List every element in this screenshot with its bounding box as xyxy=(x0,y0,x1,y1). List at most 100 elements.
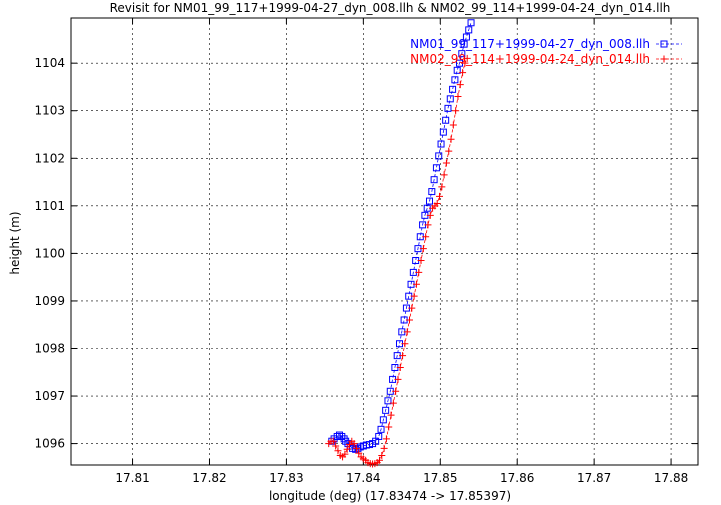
y-tick-label: 1104 xyxy=(34,56,65,70)
y-tick-label: 1097 xyxy=(34,389,65,403)
data-point xyxy=(396,364,404,372)
data-point xyxy=(415,268,423,276)
axis-ticks: 17.81 17.82 17.83 17.84 17.85 17.86 17.87 17.88… xyxy=(34,18,698,485)
data-point xyxy=(408,304,416,312)
data-point xyxy=(463,54,471,62)
legend-label: NM02_99_114+1999-04-24_dyn_014.llh xyxy=(410,52,650,66)
data-point xyxy=(329,437,337,445)
data-point xyxy=(350,440,358,448)
data-point xyxy=(436,192,444,200)
series-layer xyxy=(325,19,475,468)
data-point xyxy=(433,199,441,207)
data-point xyxy=(442,159,450,167)
data-point xyxy=(461,59,469,67)
legend: NM01_99_117+1999-04-27_dyn_008.llhNM02_9… xyxy=(410,37,682,66)
chart-title: Revisit for NM01_99_117+1999-04-27_dyn_0… xyxy=(110,1,671,15)
x-tick-label: 17.87 xyxy=(577,471,611,485)
y-axis-label: height (m) xyxy=(8,211,22,274)
data-point xyxy=(447,135,455,143)
data-point xyxy=(406,316,414,324)
data-point xyxy=(394,375,402,383)
data-point xyxy=(343,445,351,453)
data-point xyxy=(446,95,454,103)
y-tick-label: 1101 xyxy=(34,199,65,213)
x-tick-label: 17.83 xyxy=(269,471,303,485)
x-axis-label: longitude (deg) (17.83474 -> 17.85397) xyxy=(269,489,511,503)
legend-marker xyxy=(660,55,668,63)
data-point xyxy=(382,435,390,443)
data-point xyxy=(460,40,468,48)
data-point xyxy=(459,69,467,77)
data-point xyxy=(334,447,342,455)
x-tick-label: 17.86 xyxy=(500,471,534,485)
data-point xyxy=(389,399,397,407)
data-point xyxy=(462,33,470,41)
data-point xyxy=(456,81,464,89)
data-point xyxy=(385,423,393,431)
y-tick-label: 1100 xyxy=(34,246,65,260)
data-point xyxy=(419,245,427,253)
data-point xyxy=(428,188,436,196)
data-point xyxy=(426,211,434,219)
x-tick-label: 17.84 xyxy=(346,471,380,485)
x-tick-label: 17.82 xyxy=(192,471,226,485)
plot-frame xyxy=(70,17,699,466)
data-point xyxy=(412,280,420,288)
data-point xyxy=(445,147,453,155)
x-tick-label: 17.85 xyxy=(423,471,457,485)
data-point xyxy=(454,92,462,100)
data-point xyxy=(453,66,461,74)
data-point xyxy=(375,432,383,440)
data-point xyxy=(355,449,363,457)
y-tick-label: 1102 xyxy=(34,151,65,165)
y-tick-label: 1099 xyxy=(34,294,65,308)
data-point xyxy=(424,221,432,229)
data-point xyxy=(458,50,466,58)
data-point xyxy=(341,450,349,458)
data-point xyxy=(422,233,430,241)
series-2 xyxy=(325,54,471,468)
y-tick-label: 1096 xyxy=(34,437,65,451)
data-point xyxy=(440,171,448,179)
data-point xyxy=(340,435,348,443)
data-point xyxy=(399,352,407,360)
data-point xyxy=(467,19,475,27)
data-point xyxy=(426,197,434,205)
data-point xyxy=(452,107,460,115)
data-point xyxy=(403,328,411,336)
data-point xyxy=(380,444,388,452)
y-tick-label: 1103 xyxy=(34,104,65,118)
data-point xyxy=(430,176,438,184)
data-point xyxy=(432,164,440,172)
data-point xyxy=(401,340,409,348)
data-point xyxy=(382,406,390,414)
data-point xyxy=(417,257,425,265)
data-point xyxy=(384,397,392,405)
data-point xyxy=(410,292,418,300)
data-point xyxy=(378,451,386,459)
data-point xyxy=(338,432,346,440)
data-point xyxy=(352,444,360,452)
data-point xyxy=(438,183,446,191)
data-point xyxy=(465,26,473,34)
data-point xyxy=(437,140,445,148)
x-tick-label: 17.81 xyxy=(115,471,149,485)
legend-label: NM01_99_117+1999-04-27_dyn_008.llh xyxy=(410,37,650,51)
data-point xyxy=(332,442,340,450)
data-point xyxy=(449,121,457,129)
data-point xyxy=(451,76,459,84)
data-point xyxy=(442,116,450,124)
data-point xyxy=(375,456,383,464)
data-point xyxy=(377,425,385,433)
data-point xyxy=(444,104,452,112)
data-point xyxy=(352,445,360,453)
data-point xyxy=(335,431,343,439)
data-point xyxy=(439,128,447,136)
x-tick-label: 17.88 xyxy=(654,471,688,485)
data-point xyxy=(379,416,387,424)
data-point xyxy=(435,152,443,160)
data-point xyxy=(387,411,395,419)
data-point xyxy=(333,432,341,440)
y-tick-label: 1098 xyxy=(34,341,65,355)
